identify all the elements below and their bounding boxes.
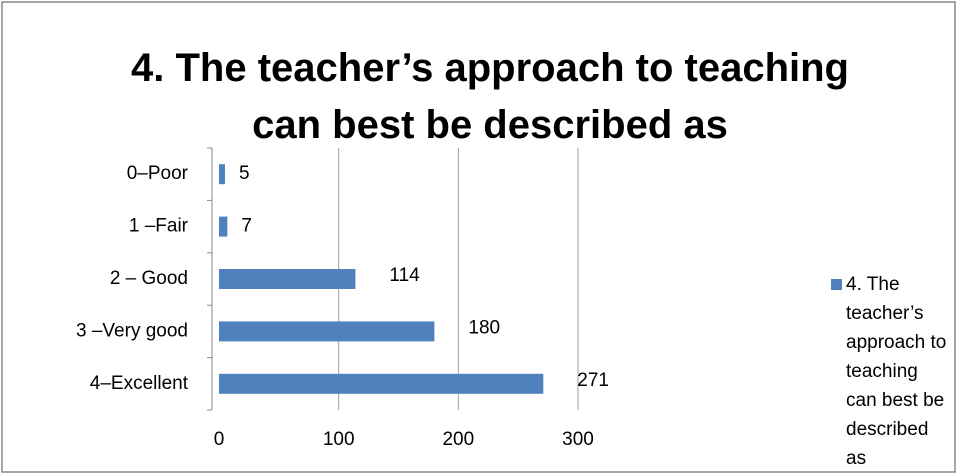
legend-label: 4. The teacher’s approach to teaching ca… [846,274,947,469]
value-label: 271 [577,370,609,391]
chart-title: 4. The teacher’s approach to teaching ca… [131,46,849,147]
y-tick-label: 0–Poor [127,163,189,184]
y-tick-label: 3 –Very good [76,320,188,341]
bar [219,164,225,185]
x-tick-label: 300 [562,429,594,450]
y-tick-label: 4–Excellent [90,373,189,394]
value-label: 180 [468,317,500,338]
y-tick-label: 2 – Good [110,268,188,289]
bar [219,373,544,394]
legend-swatch [831,279,842,290]
value-label: 7 [241,216,252,237]
bar [219,321,435,342]
bar [219,269,356,289]
y-tick-label: 1 –Fair [129,216,189,237]
value-label: 5 [239,163,250,184]
value-label: 114 [389,265,420,286]
x-tick-label: 0 [214,429,225,450]
x-tick-label: 100 [323,429,355,450]
x-tick-label: 200 [442,429,474,450]
bar [219,216,228,237]
